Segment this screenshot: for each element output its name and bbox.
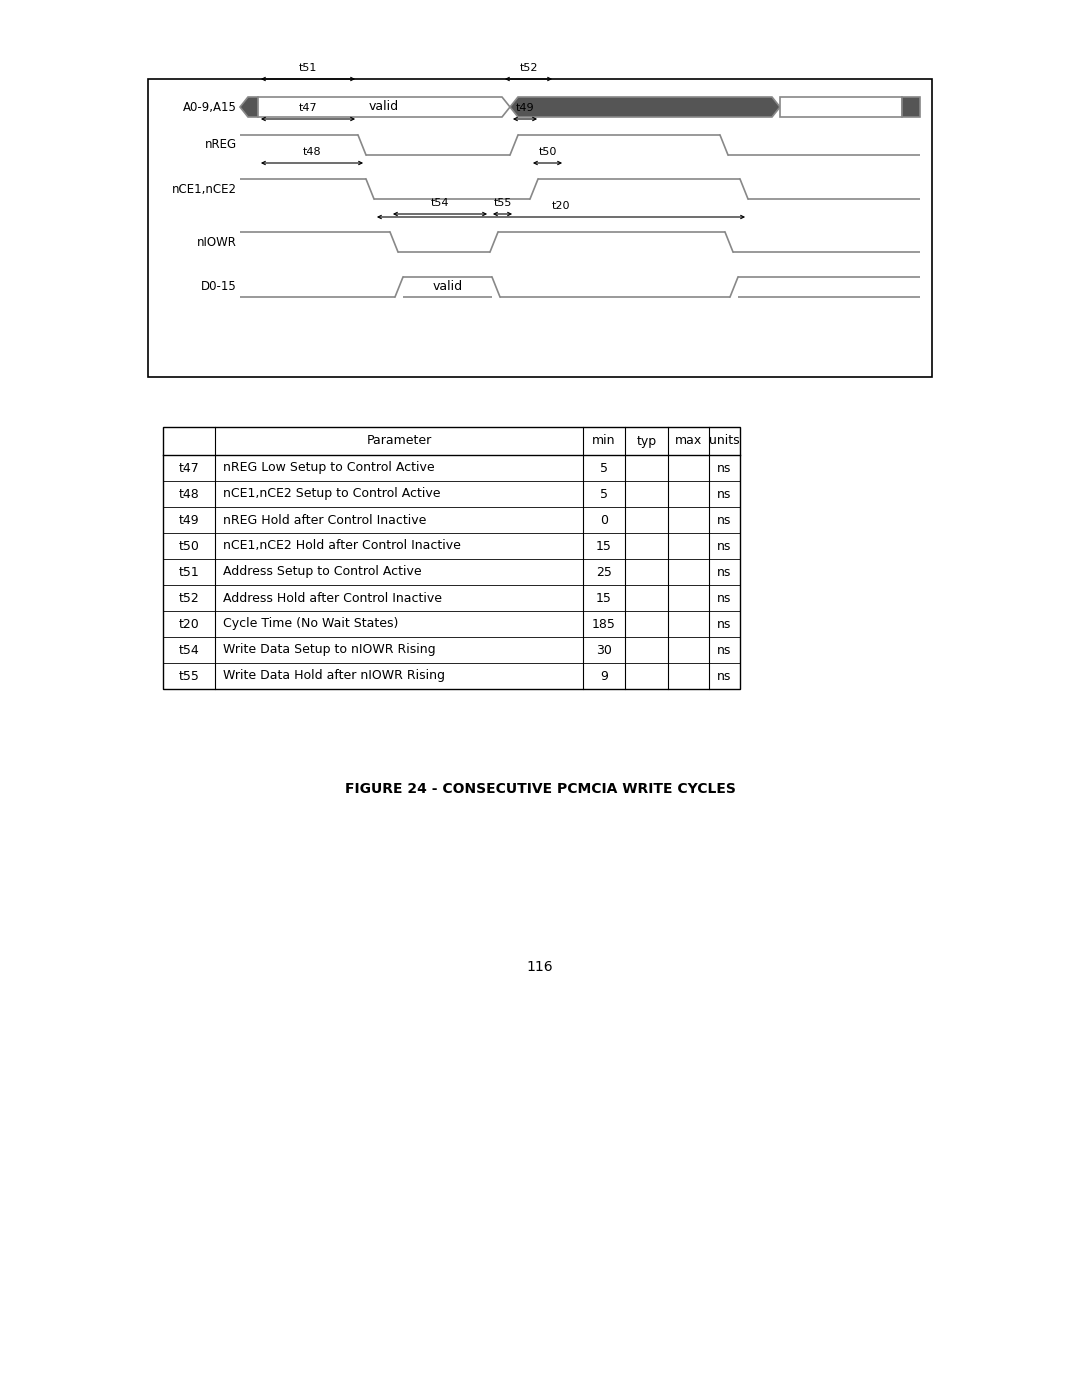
Text: nREG: nREG	[205, 138, 237, 151]
Text: 5: 5	[600, 461, 608, 475]
Text: 185: 185	[592, 617, 616, 630]
Text: t49: t49	[515, 103, 535, 113]
Text: Parameter: Parameter	[366, 434, 432, 447]
Text: units: units	[710, 434, 740, 447]
Text: ns: ns	[717, 488, 731, 500]
Text: t51: t51	[299, 63, 318, 73]
Text: D0-15: D0-15	[201, 281, 237, 293]
Text: FIGURE 24 - CONSECUTIVE PCMCIA WRITE CYCLES: FIGURE 24 - CONSECUTIVE PCMCIA WRITE CYC…	[345, 782, 735, 796]
Text: t50: t50	[538, 147, 556, 156]
Text: max: max	[675, 434, 702, 447]
Text: Write Data Setup to nIOWR Rising: Write Data Setup to nIOWR Rising	[222, 644, 435, 657]
Text: A0-9,A15: A0-9,A15	[184, 101, 237, 113]
Text: nCE1,nCE2 Hold after Control Inactive: nCE1,nCE2 Hold after Control Inactive	[222, 539, 461, 552]
Text: ns: ns	[717, 461, 731, 475]
Polygon shape	[780, 96, 902, 117]
Text: valid: valid	[369, 101, 400, 113]
Text: ns: ns	[717, 644, 731, 657]
Text: 30: 30	[596, 644, 612, 657]
Text: ns: ns	[717, 591, 731, 605]
Text: nREG Low Setup to Control Active: nREG Low Setup to Control Active	[222, 461, 434, 475]
Text: nIOWR: nIOWR	[198, 236, 237, 249]
Text: t51: t51	[178, 566, 200, 578]
Text: t55: t55	[494, 198, 512, 208]
Text: t47: t47	[299, 103, 318, 113]
Text: nREG Hold after Control Inactive: nREG Hold after Control Inactive	[222, 514, 427, 527]
Text: 0: 0	[600, 514, 608, 527]
Text: valid: valid	[432, 281, 462, 293]
Text: t55: t55	[178, 669, 200, 683]
Text: t48: t48	[302, 147, 322, 156]
Text: 15: 15	[596, 539, 612, 552]
Text: 9: 9	[600, 669, 608, 683]
Text: nCE1,nCE2 Setup to Control Active: nCE1,nCE2 Setup to Control Active	[222, 488, 441, 500]
Text: t54: t54	[178, 644, 200, 657]
Text: t48: t48	[178, 488, 200, 500]
Polygon shape	[258, 96, 510, 117]
Text: Cycle Time (No Wait States): Cycle Time (No Wait States)	[222, 617, 399, 630]
Text: 25: 25	[596, 566, 612, 578]
FancyBboxPatch shape	[163, 427, 740, 689]
Text: min: min	[592, 434, 616, 447]
Text: ns: ns	[717, 566, 731, 578]
Text: t50: t50	[178, 539, 200, 552]
Text: t54: t54	[431, 198, 449, 208]
Text: t52: t52	[519, 63, 538, 73]
Text: ns: ns	[717, 514, 731, 527]
Polygon shape	[510, 96, 780, 117]
Text: Write Data Hold after nIOWR Rising: Write Data Hold after nIOWR Rising	[222, 669, 445, 683]
Text: ns: ns	[717, 669, 731, 683]
Text: 5: 5	[600, 488, 608, 500]
Text: ns: ns	[717, 617, 731, 630]
Text: 15: 15	[596, 591, 612, 605]
Text: t52: t52	[178, 591, 200, 605]
Text: t20: t20	[552, 201, 570, 211]
Text: Address Hold after Control Inactive: Address Hold after Control Inactive	[222, 591, 442, 605]
Text: t47: t47	[178, 461, 200, 475]
Text: 116: 116	[527, 960, 553, 974]
Polygon shape	[240, 96, 258, 117]
Text: Address Setup to Control Active: Address Setup to Control Active	[222, 566, 421, 578]
FancyBboxPatch shape	[148, 80, 932, 377]
Text: t20: t20	[178, 617, 200, 630]
Text: typ: typ	[636, 434, 657, 447]
Text: nCE1,nCE2: nCE1,nCE2	[172, 183, 237, 196]
Polygon shape	[902, 96, 920, 117]
Text: t49: t49	[178, 514, 200, 527]
Text: ns: ns	[717, 539, 731, 552]
